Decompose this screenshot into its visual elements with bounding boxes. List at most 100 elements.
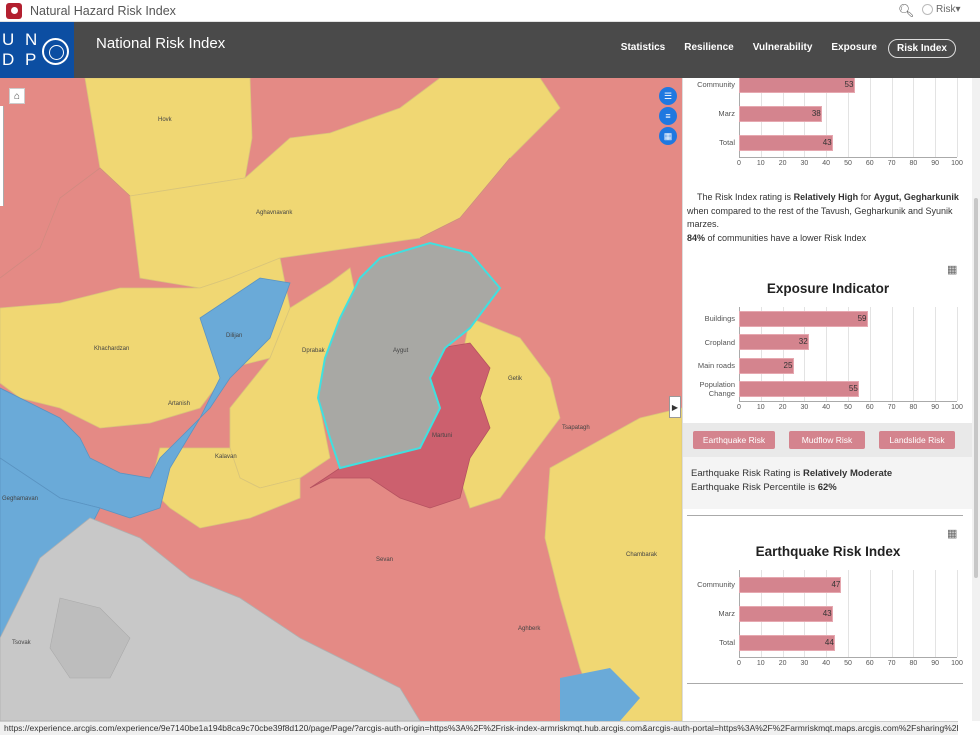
chart-bar[interactable] bbox=[739, 105, 822, 122]
chart-x-axis bbox=[739, 157, 957, 158]
earthquake-chart: 0 10 20 30 40 50 60 70 80 90 100 Community 47 Marz 43 T… bbox=[683, 568, 972, 668]
divider bbox=[687, 515, 963, 516]
basemap-button[interactable]: ▦ bbox=[659, 127, 677, 145]
risk-tabs: Earthquake Risk Mudflow Risk Landslide R… bbox=[683, 423, 972, 457]
chart-gridline bbox=[891, 570, 893, 657]
nav-resilience[interactable]: Resilience bbox=[684, 42, 734, 53]
chart-tick-label: 80 bbox=[909, 160, 918, 167]
chart-category-label: Community bbox=[697, 80, 735, 89]
chart-gridline bbox=[848, 307, 849, 401]
info-panel[interactable]: 0 10 20 30 40 50 60 70 80 90 100 Community 53 Marz 38 T… bbox=[682, 78, 972, 721]
chart-bar[interactable] bbox=[739, 310, 868, 327]
chart-tick-label: 60 bbox=[865, 160, 874, 167]
tab-landslide-risk[interactable]: Landslide Risk bbox=[879, 431, 955, 449]
panel-scrollbar[interactable] bbox=[972, 78, 980, 721]
chart-value-label: 38 bbox=[811, 108, 821, 118]
chart-tick-label: 50 bbox=[844, 160, 852, 167]
nav-vulnerability[interactable]: Vulnerability bbox=[752, 42, 813, 53]
earthquake-title: Earthquake Risk Index bbox=[755, 544, 901, 559]
chart-bar[interactable] bbox=[739, 605, 833, 622]
chart-gridline bbox=[826, 78, 828, 157]
chart-bar[interactable] bbox=[739, 381, 859, 398]
chart-tick-label: 0 bbox=[737, 660, 741, 667]
grid-icon[interactable]: ▦ bbox=[947, 528, 958, 540]
risk-index-chart: 0 10 20 30 40 50 60 70 80 90 100 Community 53 Marz 38 T… bbox=[683, 78, 972, 178]
chart-bar[interactable] bbox=[739, 78, 855, 93]
site-favicon-icon bbox=[6, 2, 22, 19]
chart-tick-label: 70 bbox=[887, 404, 896, 411]
desc-text: for bbox=[860, 192, 872, 202]
rating-value: Relatively Moderate bbox=[802, 468, 893, 479]
chart-tick-label: 70 bbox=[887, 660, 896, 667]
nav-risk-index[interactable]: Risk Index bbox=[887, 39, 956, 58]
tab-mudflow-risk[interactable]: Mudflow Risk bbox=[789, 431, 865, 449]
chart-category-label: Marz bbox=[718, 109, 735, 118]
chart-tick-label: 0 bbox=[737, 404, 741, 411]
home-button[interactable]: ⌂ bbox=[9, 88, 25, 104]
chart-gridline bbox=[891, 307, 893, 401]
desc-text: The Risk Index rating is bbox=[697, 192, 792, 202]
chart-bar[interactable] bbox=[739, 634, 835, 651]
chart-category-label: Cropland bbox=[704, 337, 735, 347]
chart-tick-label: 10 bbox=[756, 160, 765, 167]
chart-category-label: Marz bbox=[718, 609, 735, 618]
desc-text: of communities have a lower Risk Index bbox=[707, 232, 867, 243]
rating-text: Earthquake Risk Rating is bbox=[691, 468, 801, 479]
chart-value-label: 25 bbox=[783, 360, 793, 370]
collapse-panel-button[interactable]: ▶ bbox=[669, 396, 681, 418]
chart-gridline bbox=[848, 78, 849, 157]
chart-tick-label: 40 bbox=[822, 660, 831, 667]
scrollbar-thumb[interactable] bbox=[974, 198, 978, 578]
nav-exposure[interactable]: Exposure bbox=[831, 42, 877, 53]
browser-tab-title[interactable]: Natural Hazard Risk Index bbox=[30, 3, 176, 18]
chart-tick-label: 40 bbox=[822, 404, 831, 411]
chart-gridline bbox=[891, 78, 893, 157]
chart-tick-label: 60 bbox=[865, 660, 874, 667]
chart-gridline bbox=[957, 307, 958, 401]
chart-bar[interactable] bbox=[739, 357, 794, 374]
risk-map[interactable]: Hovk Aghavnavank Khachardzan Dilijan Dpr… bbox=[0, 78, 682, 721]
avatar bbox=[922, 4, 933, 15]
chart-gridline bbox=[869, 570, 871, 657]
map-label: Getik bbox=[508, 376, 523, 382]
map-label: Aghberk bbox=[518, 626, 541, 632]
map-label: Khachardzan bbox=[94, 346, 130, 352]
chart-tick-label: 10 bbox=[756, 404, 765, 411]
map-label: Dilijan bbox=[226, 333, 243, 339]
chart-x-axis bbox=[739, 657, 957, 658]
search-icon[interactable]: 🔍︎ bbox=[898, 3, 915, 18]
chart-gridline bbox=[804, 307, 806, 401]
chart-tick-label: 40 bbox=[822, 160, 831, 167]
chart-tick-label: 30 bbox=[800, 660, 809, 667]
chart-bar[interactable] bbox=[739, 134, 833, 151]
percentile-text: Earthquake Risk Percentile is bbox=[691, 482, 816, 493]
user-menu[interactable]: Risk ▾ bbox=[922, 4, 960, 15]
chart-bar[interactable] bbox=[739, 334, 809, 351]
tab-earthquake-risk[interactable]: Earthquake Risk bbox=[693, 431, 775, 449]
map-label: Tsovak bbox=[12, 640, 31, 646]
chart-tick-label: 100 bbox=[951, 160, 963, 167]
map-label: Aghavnavank bbox=[256, 210, 293, 216]
nav-statistics[interactable]: Statistics bbox=[620, 42, 666, 53]
map-label: Kalavan bbox=[215, 454, 237, 460]
chart-gridline bbox=[782, 307, 784, 401]
chart-gridline bbox=[913, 78, 915, 157]
map-scale-bar bbox=[0, 106, 4, 206]
chart-tick-label: 90 bbox=[931, 404, 940, 411]
grid-icon[interactable]: ▦ bbox=[947, 264, 958, 276]
map-label: Martuni bbox=[432, 433, 453, 439]
undp-logo[interactable]: U N D P bbox=[0, 22, 74, 78]
chart-gridline bbox=[760, 307, 762, 401]
exposure-chart: 0 10 20 30 40 50 60 70 80 90 100 Buildings 59 Croplan… bbox=[683, 304, 972, 424]
map-canvas[interactable] bbox=[0, 78, 682, 721]
chart-tick-label: 20 bbox=[778, 404, 787, 411]
chart-category-label: Total bbox=[719, 638, 735, 647]
legend-button[interactable]: ≡ bbox=[659, 107, 677, 125]
chart-value-label: 32 bbox=[798, 337, 808, 347]
chevron-down-icon: ▾ bbox=[955, 4, 961, 15]
layers-button[interactable]: ☰ bbox=[659, 87, 677, 105]
chart-gridline bbox=[913, 570, 915, 657]
logo-letters: U N D P bbox=[2, 30, 40, 70]
chart-bar[interactable] bbox=[739, 576, 842, 593]
desc-text: when compared to the rest of the Tavush,… bbox=[687, 205, 953, 230]
